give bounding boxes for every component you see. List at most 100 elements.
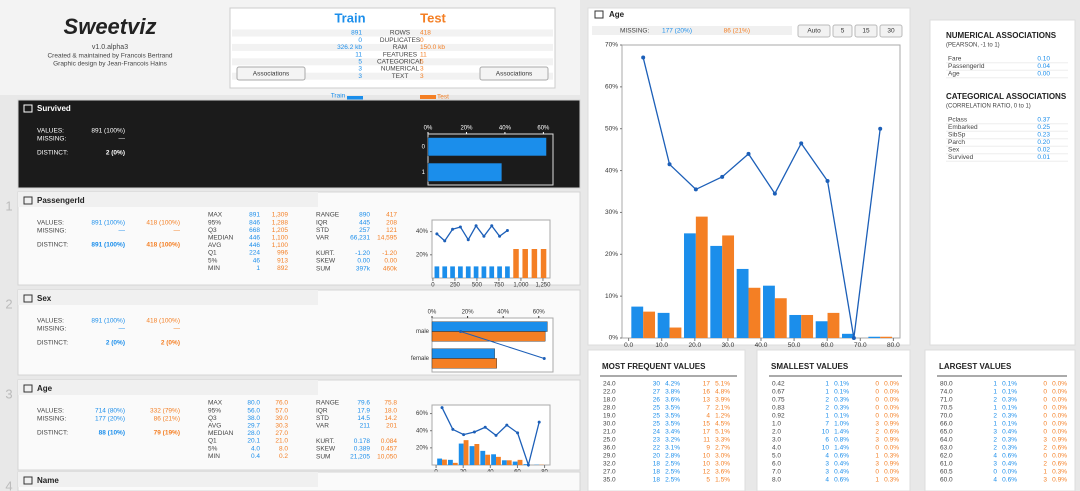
label: 1 (875, 453, 879, 460)
label: 0.1% (1002, 405, 1017, 412)
bin-button[interactable] (879, 24, 903, 38)
label: 3 (993, 429, 997, 436)
label: 0.83 (772, 405, 785, 412)
bar (763, 285, 775, 338)
x-tick-label: 20.0 (688, 342, 701, 349)
label: 3.9% (715, 397, 730, 404)
label: 3 (358, 66, 362, 73)
bin-button[interactable] (854, 24, 878, 38)
x-tick-label: 0.0 (624, 342, 633, 349)
label: 15 (703, 421, 711, 428)
label: 3 (875, 421, 879, 428)
label: 11 (420, 51, 427, 58)
bin-button[interactable] (797, 24, 831, 38)
label: 5 (420, 59, 424, 66)
label: 3.4% (665, 429, 680, 436)
type-icon (23, 196, 33, 205)
label: 2 (0%) (161, 340, 180, 347)
x-tick-label: 40% (499, 126, 512, 132)
label: 0.9% (884, 421, 899, 428)
bar (473, 266, 479, 278)
label: 18 (653, 461, 661, 468)
label: 891 (100%) (91, 220, 125, 227)
label: 2.0 (772, 429, 781, 436)
label: 0 (1043, 381, 1047, 388)
bar (880, 336, 893, 338)
label: 18.0 (384, 407, 397, 414)
label: 2 (0%) (106, 340, 125, 347)
label: 177 (20%) (662, 28, 692, 35)
label: 1,100 (272, 242, 289, 249)
label: 3 (875, 461, 879, 468)
label: 0.3% (1002, 413, 1017, 420)
bar (450, 266, 455, 278)
label: 1 (825, 389, 829, 396)
label: 121 (386, 227, 397, 234)
label: 0 (1043, 453, 1047, 460)
label: 0.75 (772, 397, 785, 404)
label: 2.1% (715, 405, 730, 412)
label: 0 (875, 397, 879, 404)
label: 5.1% (715, 429, 730, 436)
label: 0.6% (834, 453, 849, 460)
label: 3.5% (665, 413, 680, 420)
x-tick-label: 0% (428, 310, 437, 316)
label: 1,205 (272, 227, 289, 234)
label: v1.0.alpha3 (92, 44, 128, 51)
label: 446 (249, 235, 260, 242)
label: 0.389 (354, 446, 371, 453)
feature-name: Sex (37, 294, 52, 303)
label: 445 (359, 219, 370, 226)
button-label: Auto (807, 28, 821, 35)
bar (465, 266, 471, 278)
associations-button[interactable] (479, 66, 549, 81)
label: 7 (825, 421, 829, 428)
label: 0 (1043, 397, 1047, 404)
label: 19.0 (603, 413, 616, 420)
label: Survived (948, 154, 974, 161)
missing-row (592, 26, 792, 35)
table-title: LARGEST VALUES (939, 362, 1012, 371)
label: 4 (706, 413, 710, 420)
label: 79 (19%) (154, 430, 180, 437)
x-tick-label: 60% (533, 310, 546, 316)
x-tick-label: 750 (494, 283, 505, 289)
values-panel (756, 349, 911, 491)
label: 1 (993, 421, 997, 428)
label: 64.0 (940, 437, 953, 444)
label: 1.4% (834, 429, 849, 436)
bar (868, 336, 881, 338)
label: 46 (253, 257, 261, 264)
label: 3.8% (665, 389, 680, 396)
x-tick-label: 60.0 (821, 342, 834, 349)
label: 25 (653, 405, 661, 412)
associations-button[interactable] (236, 66, 306, 81)
label: MISSING: (37, 326, 66, 333)
label: 0 (875, 381, 879, 388)
bar (517, 459, 523, 465)
label: 0.3% (1002, 397, 1017, 404)
label: 2 (0%) (106, 150, 125, 157)
label: 891 (100%) (91, 318, 125, 325)
label: 891 (351, 30, 362, 37)
x-tick-label: 10.0 (655, 342, 668, 349)
label: Fare (948, 56, 962, 63)
label: 4.8% (715, 389, 730, 396)
label: 79.6 (357, 400, 370, 407)
bar (491, 454, 497, 465)
table-title: SMALLEST VALUES (771, 362, 849, 371)
y-tick-label: 40% (416, 428, 429, 434)
bin-button[interactable] (832, 24, 853, 38)
label: 3.1% (665, 445, 680, 452)
category-label: male (416, 329, 430, 335)
bar (710, 245, 723, 338)
label: 70.5 (940, 405, 953, 412)
label: 0.0% (1052, 397, 1067, 404)
label: 0.20 (1037, 139, 1050, 146)
label: 0.0% (1052, 429, 1067, 436)
label: 3 (825, 469, 829, 476)
label: 0.1% (1002, 389, 1017, 396)
label: 0 (1043, 405, 1047, 412)
label: DISTINCT: (37, 150, 68, 157)
label: 0.0% (884, 397, 899, 404)
